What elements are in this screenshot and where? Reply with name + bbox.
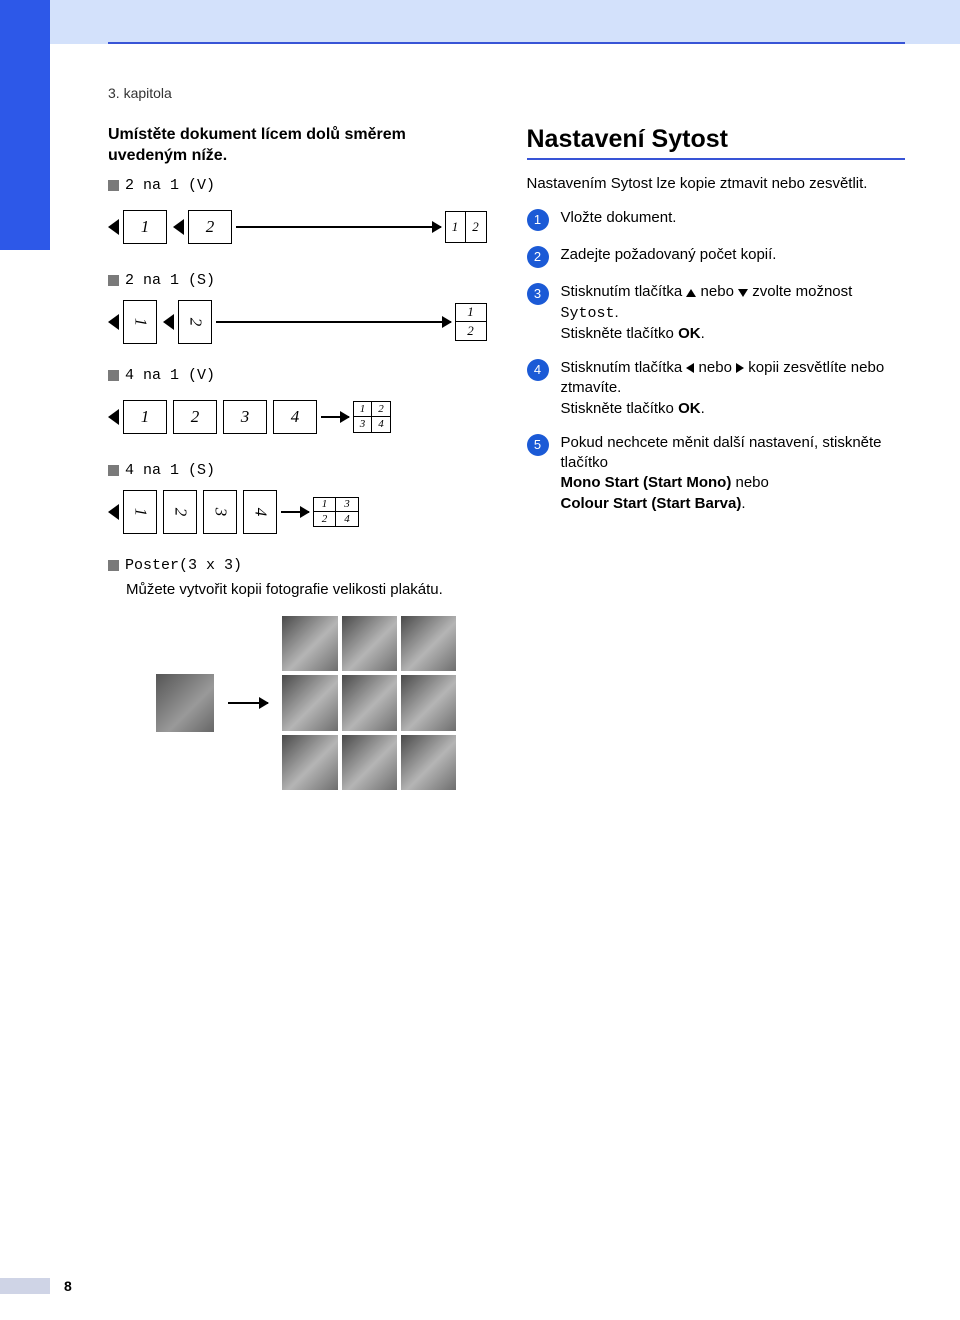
page-box: 1 bbox=[123, 400, 167, 434]
layout-label-d: 4 na 1 (S) bbox=[108, 462, 487, 479]
page: 3. kapitola Umístěte dokument lícem dolů… bbox=[0, 0, 960, 1320]
page-box: 2 bbox=[188, 210, 232, 244]
bullet-icon bbox=[108, 180, 119, 191]
arrow-icon bbox=[216, 321, 451, 323]
page-box: 2 bbox=[173, 400, 217, 434]
layout-diagram-d: 1 2 3 4 1324 bbox=[108, 485, 487, 539]
step-1: 1 Vložte dokument. bbox=[527, 208, 906, 231]
page-box: 3 bbox=[203, 490, 237, 534]
layout-label-e: Poster(3 x 3) bbox=[108, 557, 487, 574]
side-tab bbox=[0, 0, 50, 250]
feed-arrow-icon bbox=[108, 314, 119, 330]
down-arrow-icon bbox=[738, 289, 748, 297]
step-text: Vložte dokument. bbox=[561, 208, 906, 231]
footer-bar bbox=[0, 1278, 50, 1294]
feed-arrow-icon bbox=[108, 504, 119, 520]
up-arrow-icon bbox=[686, 289, 696, 297]
layout-code: 4 na 1 (V) bbox=[125, 367, 215, 384]
bullet-icon bbox=[108, 370, 119, 381]
page-number: 8 bbox=[64, 1278, 72, 1294]
layout-code: 2 na 1 (V) bbox=[125, 177, 215, 194]
page-box: 4 bbox=[243, 490, 277, 534]
bullet-icon bbox=[108, 465, 119, 476]
layout-code: Poster(3 x 3) bbox=[125, 557, 242, 574]
right-column: Nastavení Sytost Nastavením Sytost lze k… bbox=[527, 125, 906, 790]
feed-arrow-icon bbox=[108, 219, 119, 235]
footer: 8 bbox=[0, 1278, 72, 1294]
left-intro: Umístěte dokument lícem dolů směrem uved… bbox=[108, 125, 487, 167]
section-intro: Nastavením Sytost lze kopie ztmavit nebo… bbox=[527, 174, 906, 194]
layout-code: 2 na 1 (S) bbox=[125, 272, 215, 289]
layout-label-b: 2 na 1 (S) bbox=[108, 272, 487, 289]
layout-label-a: 2 na 1 (V) bbox=[108, 177, 487, 194]
poster-diagram bbox=[126, 616, 487, 790]
page-box: 1 bbox=[123, 300, 157, 344]
output-box: 12 bbox=[445, 211, 487, 243]
page-box: 4 bbox=[273, 400, 317, 434]
chapter-label: 3. kapitola bbox=[108, 85, 172, 101]
page-box: 2 bbox=[178, 300, 212, 344]
step-number-icon: 2 bbox=[527, 246, 549, 268]
heading-rule bbox=[527, 158, 906, 160]
poster-grid bbox=[282, 616, 456, 790]
arrow-icon bbox=[281, 511, 309, 513]
step-number-icon: 3 bbox=[527, 283, 549, 305]
page-box: 2 bbox=[163, 490, 197, 534]
header-rule bbox=[108, 42, 905, 44]
feed-arrow-icon bbox=[163, 314, 174, 330]
header-fill bbox=[50, 0, 960, 44]
bullet-icon bbox=[108, 560, 119, 571]
output-box: 1324 bbox=[313, 497, 359, 527]
page-box: 1 bbox=[123, 490, 157, 534]
arrow-icon bbox=[228, 702, 268, 704]
arrow-icon bbox=[236, 226, 441, 228]
header-band bbox=[0, 0, 960, 44]
page-box: 3 bbox=[223, 400, 267, 434]
step-number-icon: 4 bbox=[527, 359, 549, 381]
step-text: Stisknutím tlačítka nebo zvolte možnost … bbox=[561, 282, 906, 344]
bullet-icon bbox=[108, 275, 119, 286]
layout-diagram-c: 1 2 3 4 1234 bbox=[108, 390, 487, 444]
output-box: 1234 bbox=[353, 401, 391, 433]
left-column: Umístěte dokument lícem dolů směrem uved… bbox=[108, 125, 487, 790]
output-box: 12 bbox=[455, 303, 487, 341]
page-box: 1 bbox=[123, 210, 167, 244]
step-number-icon: 1 bbox=[527, 209, 549, 231]
section-heading: Nastavení Sytost bbox=[527, 125, 906, 154]
step-text: Zadejte požadovaný počet kopií. bbox=[561, 245, 906, 268]
poster-text: Můžete vytvořit kopii fotografie velikos… bbox=[126, 580, 487, 600]
poster-thumbnail bbox=[156, 674, 214, 732]
layout-code: 4 na 1 (S) bbox=[125, 462, 215, 479]
step-2: 2 Zadejte požadovaný počet kopií. bbox=[527, 245, 906, 268]
arrow-icon bbox=[321, 416, 349, 418]
step-5: 5 Pokud nechcete měnit další nastavení, … bbox=[527, 433, 906, 514]
step-3: 3 Stisknutím tlačítka nebo zvolte možnos… bbox=[527, 282, 906, 344]
feed-arrow-icon bbox=[108, 409, 119, 425]
feed-arrow-icon bbox=[173, 219, 184, 235]
content: Umístěte dokument lícem dolů směrem uved… bbox=[108, 125, 905, 790]
step-number-icon: 5 bbox=[527, 434, 549, 456]
step-text: Pokud nechcete měnit další nastavení, st… bbox=[561, 433, 906, 514]
right-arrow-icon bbox=[736, 363, 744, 373]
step-text: Stisknutím tlačítka nebo kopii zesvětlít… bbox=[561, 358, 906, 419]
layout-diagram-a: 1 2 12 bbox=[108, 200, 487, 254]
layout-diagram-b: 1 2 12 bbox=[108, 295, 487, 349]
step-4: 4 Stisknutím tlačítka nebo kopii zesvětl… bbox=[527, 358, 906, 419]
layout-label-c: 4 na 1 (V) bbox=[108, 367, 487, 384]
